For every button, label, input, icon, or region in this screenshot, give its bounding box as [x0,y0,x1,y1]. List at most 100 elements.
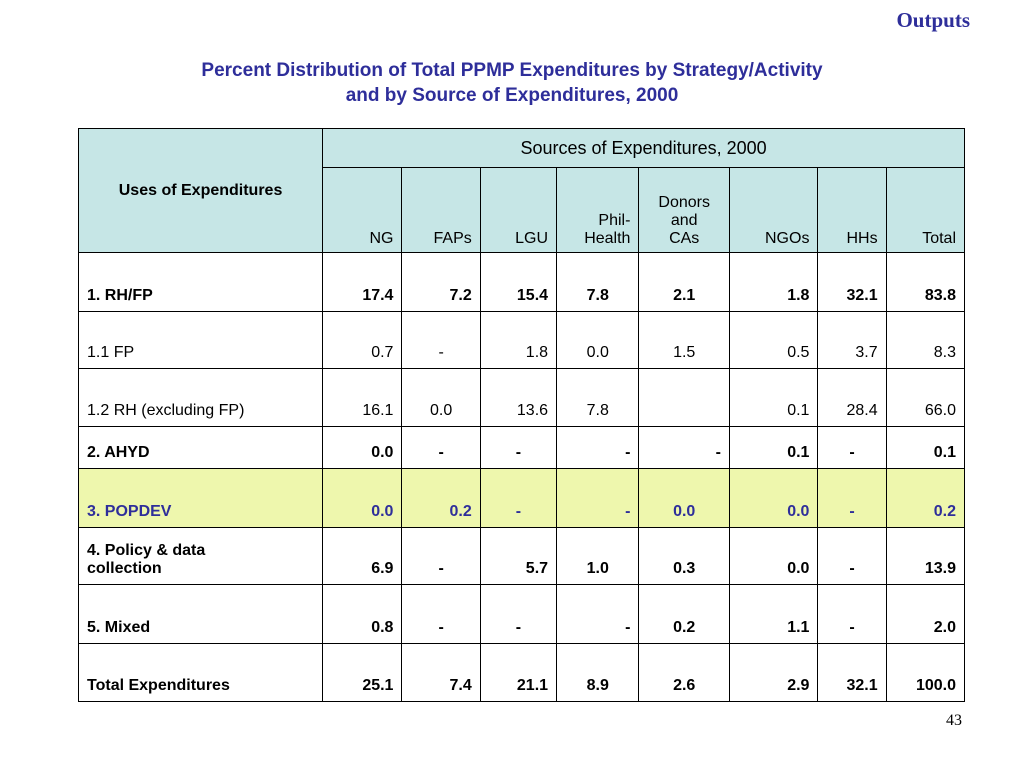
row-label: 4. Policy & data collection [77,527,324,585]
cell-hhs: - [817,468,887,528]
cell-ngos: 0.0 [728,527,819,585]
col-donors-line-2: and [670,212,698,229]
row-label: 5. Mixed [77,584,324,644]
cell-philhealth: 7.8 [556,368,640,427]
cell-ng: 6.9 [322,527,403,585]
table-row: 1.2 RH (excluding FP) 16.1 0.0 13.6 7.8 … [77,368,966,427]
row-label-line-2: collection [87,560,162,577]
row-label: Total Expenditures [77,643,324,702]
cell-lgu: 1.8 [479,311,558,369]
cell-faps: 7.4 [401,643,481,702]
cell-hhs: - [817,426,887,469]
row-label: 1. RH/FP [77,252,324,312]
page-title: Percent Distribution of Total PPMP Expen… [0,58,1024,108]
cell-philhealth: 8.9 [556,643,640,702]
table-row: 1. RH/FP 17.4 7.2 15.4 7.8 2.1 1.8 32.1 … [77,252,966,312]
col-total: Total [885,167,966,253]
cell-faps: - [401,311,481,369]
cell-ngos: 2.9 [728,643,819,702]
cell-donors: 2.6 [638,643,730,702]
cell-lgu: - [479,468,558,528]
cell-ngos: 1.8 [728,252,819,312]
cell-ng: 0.0 [322,426,403,469]
col-donors-line-3: CAs [669,230,700,247]
title-line-1: Percent Distribution of Total PPMP Expen… [201,60,823,81]
cell-ngos: 1.1 [728,584,819,644]
cell-donors: - [638,426,730,469]
cell-faps: 0.2 [401,468,481,528]
cell-hhs: 32.1 [817,252,887,312]
cell-philhealth: - [556,426,640,469]
cell-hhs: - [817,527,887,585]
sources-header: Sources of Expenditures, 2000 [322,128,965,168]
cell-philhealth: 0.0 [556,311,640,369]
row-label: 1.1 FP [77,311,324,369]
cell-total: 13.9 [885,527,966,585]
cell-faps: - [401,527,481,585]
cell-philhealth: - [556,468,640,528]
table-row: 4. Policy & data collection 6.9 - 5.7 1.… [77,527,966,585]
cell-total: 0.1 [885,426,966,469]
cell-total: 0.2 [885,468,966,528]
cell-lgu: 13.6 [479,368,558,427]
cell-ngos: 0.0 [728,468,819,528]
cell-donors: 0.3 [638,527,730,585]
cell-lgu: 21.1 [479,643,558,702]
cell-ng: 0.0 [322,468,403,528]
cell-faps: 7.2 [401,252,481,312]
cell-lgu: - [479,426,558,469]
cell-ng: 0.8 [322,584,403,644]
col-faps: FAPs [401,167,481,253]
row-label: 3. POPDEV [77,468,324,528]
cell-faps: 0.0 [401,368,481,427]
table-row-total: Total Expenditures 25.1 7.4 21.1 8.9 2.6… [77,643,966,702]
cell-total: 66.0 [885,368,966,427]
cell-donors: 0.0 [638,468,730,528]
cell-philhealth: 1.0 [556,527,640,585]
cell-total: 2.0 [885,584,966,644]
cell-ng: 17.4 [322,252,403,312]
cell-donors: 0.2 [638,584,730,644]
col-hhs: HHs [817,167,887,253]
cell-ng: 0.7 [322,311,403,369]
cell-faps: - [401,584,481,644]
col-ng: NG [322,167,403,253]
cell-philhealth: - [556,584,640,644]
uses-header: Uses of Expenditures [77,128,324,253]
page-number: 43 [946,712,962,729]
row-label: 2. AHYD [77,426,324,469]
row-label: 1.2 RH (excluding FP) [77,368,324,427]
cell-donors [638,368,730,427]
col-lgu: LGU [479,167,558,253]
cell-total: 83.8 [885,252,966,312]
table-row: 2. AHYD 0.0 - - - - 0.1 - 0.1 [77,426,966,469]
expenditures-table: Uses of Expenditures Sources of Expendit… [77,128,966,702]
cell-ngos: 0.1 [728,426,819,469]
cell-ng: 25.1 [322,643,403,702]
cell-ngos: 0.5 [728,311,819,369]
cell-donors: 1.5 [638,311,730,369]
cell-donors: 2.1 [638,252,730,312]
cell-total: 100.0 [885,643,966,702]
row-label-line-1: 4. Policy & data [87,542,206,559]
cell-ngos: 0.1 [728,368,819,427]
col-donors: Donors and CAs [638,167,730,253]
table-row: 1.1 FP 0.7 - 1.8 0.0 1.5 0.5 3.7 8.3 [77,311,966,369]
cell-hhs: 3.7 [817,311,887,369]
col-donors-line-1: Donors [658,194,710,211]
cell-philhealth: 7.8 [556,252,640,312]
cell-lgu: 5.7 [479,527,558,585]
title-line-2: and by Source of Expenditures, 2000 [345,85,679,106]
table-row: 3. POPDEV 0.0 0.2 - - 0.0 0.0 - 0.2 [77,468,966,528]
col-philhealth-line-1: Phil- [598,212,631,229]
cell-lgu: - [479,584,558,644]
col-philhealth-line-2: Health [584,230,631,247]
cell-hhs: - [817,584,887,644]
cell-total: 8.3 [885,311,966,369]
cell-lgu: 15.4 [479,252,558,312]
cell-hhs: 32.1 [817,643,887,702]
section-label: Outputs [896,8,970,32]
cell-hhs: 28.4 [817,368,887,427]
table-row: 5. Mixed 0.8 - - - 0.2 1.1 - 2.0 [77,584,966,644]
col-philhealth: Phil- Health [556,167,640,253]
